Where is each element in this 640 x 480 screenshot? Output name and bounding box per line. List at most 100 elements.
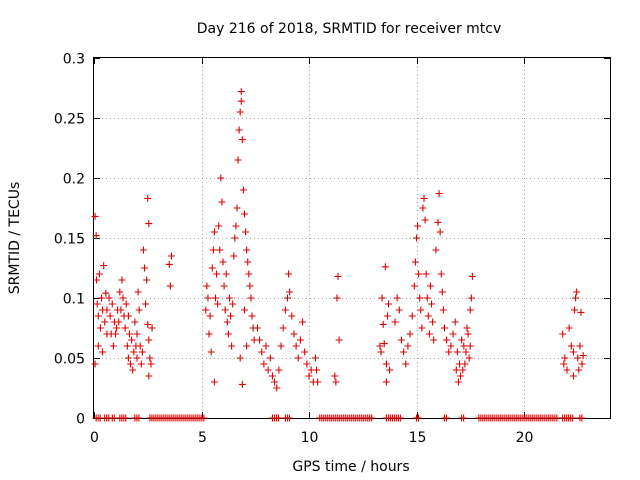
data-point: [246, 282, 254, 290]
data-point: [381, 263, 389, 271]
data-point: [418, 324, 426, 332]
data-point: [565, 324, 573, 332]
data-point: [400, 348, 408, 356]
plot-frame: [93, 57, 611, 419]
data-point: [219, 258, 227, 266]
data-point: [210, 228, 218, 236]
data-point: [248, 312, 256, 320]
data-point: [457, 372, 465, 380]
data-point: [128, 336, 136, 344]
data-point: [215, 222, 223, 230]
data-point: [439, 306, 447, 314]
data-point: [93, 300, 101, 308]
data-point: [382, 360, 390, 368]
data-point: [468, 272, 476, 280]
data-point: [463, 324, 471, 332]
data-point: [288, 312, 296, 320]
data-point: [437, 270, 445, 278]
data-point: [383, 312, 391, 320]
data-point: [205, 330, 213, 338]
data-point: [237, 88, 245, 96]
data-point: [461, 360, 469, 368]
data-point: [133, 330, 141, 338]
zero-value-point: [122, 414, 130, 422]
data-point: [279, 324, 287, 332]
data-point: [256, 336, 264, 344]
data-point: [378, 294, 386, 302]
data-point: [420, 194, 428, 202]
data-point: [577, 308, 585, 316]
data-point: [141, 264, 149, 272]
y-tick-label: 0.2: [63, 172, 85, 188]
data-point: [266, 354, 274, 362]
data-point: [241, 306, 248, 314]
data-point: [395, 306, 403, 314]
y-tick-label: 0: [76, 412, 85, 428]
data-point: [563, 366, 571, 374]
data-point: [334, 272, 342, 280]
data-point: [213, 270, 221, 278]
data-point: [237, 97, 245, 105]
data-point: [391, 318, 399, 326]
data-point: [214, 300, 222, 308]
y-tick-label: 0.1: [63, 292, 85, 308]
x-tick-label: 5: [198, 430, 207, 446]
data-point: [117, 306, 125, 314]
data-point: [335, 336, 343, 344]
data-point: [93, 276, 101, 284]
data-point: [268, 372, 276, 380]
data-point: [571, 306, 579, 314]
data-point: [223, 318, 231, 326]
data-point: [236, 354, 244, 362]
data-point: [224, 330, 232, 338]
data-point: [206, 312, 214, 320]
data-point: [234, 156, 242, 164]
data-point: [465, 354, 473, 362]
data-point: [435, 190, 443, 198]
data-point: [379, 320, 387, 328]
data-point: [94, 312, 102, 320]
data-point: [436, 228, 444, 236]
data-point: [402, 360, 410, 368]
data-point: [208, 264, 216, 272]
data-point: [425, 330, 433, 338]
data-point: [227, 312, 235, 320]
data-point: [129, 366, 137, 374]
data-point: [202, 306, 210, 314]
data-point: [417, 306, 425, 314]
data-point: [426, 282, 434, 290]
data-point: [466, 342, 474, 350]
data-point: [573, 288, 581, 296]
y-axis-label: SRMTID / TECUs: [7, 182, 23, 295]
data-point: [294, 354, 302, 362]
data-point: [397, 336, 405, 344]
data-point: [430, 336, 438, 344]
data-point: [113, 324, 121, 332]
data-point: [415, 270, 423, 278]
data-point: [231, 234, 239, 242]
data-point: [305, 372, 313, 380]
zero-value-point: [460, 414, 468, 422]
data-point: [148, 324, 156, 332]
data-point: [244, 258, 252, 266]
data-point: [452, 366, 460, 374]
data-point: [569, 372, 577, 380]
zero-value-point: [569, 414, 577, 422]
data-point: [112, 330, 119, 338]
data-point: [166, 282, 174, 290]
data-point: [559, 330, 567, 338]
data-point: [222, 270, 230, 278]
data-point: [167, 252, 175, 260]
y-tick-label: 0.3: [63, 52, 85, 68]
data-point: [115, 318, 123, 326]
data-point: [241, 210, 248, 218]
data-point: [380, 340, 388, 348]
zero-value-point: [274, 414, 282, 422]
data-point: [105, 294, 113, 302]
data-point: [124, 312, 132, 320]
data-point: [137, 360, 145, 368]
data-point: [232, 222, 240, 230]
data-point: [406, 330, 414, 338]
data-point: [458, 336, 466, 344]
